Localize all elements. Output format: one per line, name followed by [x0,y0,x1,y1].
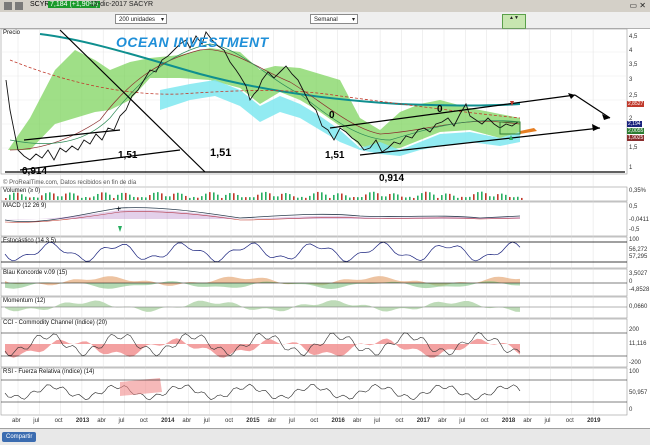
rsi-axis: 0 [629,407,633,413]
period-select[interactable]: Semanal [310,14,358,25]
price-axis-tick: 2,5 [629,93,638,99]
share-button[interactable]: Compartir [2,432,37,442]
macd-axis: -0,5 [629,227,640,233]
footer-bar: Compartir [0,428,650,445]
units-select[interactable]: 200 unidades [115,14,167,25]
annotation-zero-2: 0 [437,104,443,115]
blau-axis: -4,8528 [629,287,650,293]
date-label: 12-dic-2017 SACYR [90,1,154,8]
time-axis-tick: jul [203,418,210,424]
momentum-label: Momentum (12) [3,298,46,304]
time-axis-tick: jul [288,418,295,424]
time-axis-tick: jul [118,418,125,424]
price-axis-tick: 4 [629,48,633,54]
macd-axis: -0,0411 [629,217,649,223]
annotation-low-1: 0,914 [22,166,48,177]
cci-axis: 11,116 [629,341,647,347]
time-axis-tick: abr [97,418,106,424]
price-axis-tick: 3 [629,77,633,83]
momentum-axis: 0,0660 [629,304,648,310]
volume-label: Volumen (≥ 0) [3,188,41,194]
brand-logo-icon: ▲▼ [502,14,526,29]
time-axis-tick: abr [12,418,21,424]
annotation-zero-1: 0 [329,110,335,121]
time-axis-tick: oct [565,418,574,424]
price-axis-tick: 4,5 [629,34,638,40]
time-axis-tick: 2015 [246,418,260,424]
chart-toolbar: 200 unidades Semanal ▲▼ [0,12,650,29]
stochastic-axis: 100 [629,237,640,243]
link-icon[interactable] [15,2,23,10]
time-axis-tick: 2016 [331,418,345,424]
time-axis-tick: abr [523,418,532,424]
price-axis-tick: 1,5 [629,145,638,151]
time-axis-tick: 2019 [587,418,601,424]
stochastic-axis: 56,272 [629,247,648,253]
time-axis-tick: abr [267,418,277,424]
time-axis-tick: 2013 [75,418,90,424]
price-axis-tick: 2 [629,116,633,122]
macd-label: MACD (12 26 9) [3,203,47,209]
time-axis-tick: abr [438,418,447,424]
cci-axis: -200 [629,360,642,366]
time-axis-tick: 2017 [416,418,431,424]
volume-axis: 0,35% [629,188,647,194]
time-axis-tick: oct [54,418,63,424]
annotation-1-51-a: 1,51 [118,150,138,161]
time-axis-tick: abr [352,418,362,424]
source-note: © ProRealTime.com, Datos recibidos en fi… [3,180,137,186]
price-badge-3: 2,0055 [627,128,645,134]
price-badge-4: 1,9025 [627,135,645,141]
time-axis-tick: jul [544,418,551,424]
time-axis-tick: oct [139,418,148,424]
price-axis-tick: 1 [629,165,633,171]
rsi-axis: 50,957 [629,390,648,396]
price-panel-label: Precio [3,30,21,36]
time-axis-tick: oct [310,418,319,424]
window-controls[interactable]: ▭ ✕ [629,1,646,10]
price-axis-tick: 3,5 [629,62,638,68]
time-axis-tick: jul [374,418,381,424]
cci-label: CCI - Commodity Channel (índice) (20) [3,320,108,326]
price-badge-2: 2,194 [627,121,642,127]
rsi-axis: 100 [629,369,640,375]
time-axis-tick: abr [182,418,192,424]
blau-axis: 0 [629,279,633,285]
blau-label: Blau Koncorde v.09 (15) [3,270,68,276]
time-axis-tick: oct [480,418,489,424]
watermark: OCEAN INVESTMENT [116,34,269,50]
blau-axis: 3,5027 [629,271,648,277]
time-axis-tick: jul [33,418,40,424]
stochastic-label: Estocástico (14 3 5) [3,238,57,244]
rsi-label: RSI - Fuerza Relativa (índice) (14) [3,369,95,375]
annotation-1-51-c: 1,51 [325,150,345,161]
stochastic-axis: 57,295 [629,254,648,260]
svg-text:+: + [116,204,121,214]
price-badge: 7,184 (+1,90%) [48,1,101,8]
time-axis-tick: oct [395,418,404,424]
time-axis-tick: jul [459,418,466,424]
menu-icon[interactable] [4,2,12,10]
symbol-label: SCYR [30,1,50,8]
time-axis-tick: oct [225,418,234,424]
macd-axis: 0,5 [629,204,638,210]
cci-axis: 200 [629,327,640,333]
time-axis-tick: 2018 [501,418,516,424]
price-badge-1: 2,8527 [627,101,645,107]
time-axis-tick: 2014 [161,418,175,424]
annotation-1-51-b: 1,51 [210,147,232,159]
annotation-low-2: 0,914 [379,173,405,184]
